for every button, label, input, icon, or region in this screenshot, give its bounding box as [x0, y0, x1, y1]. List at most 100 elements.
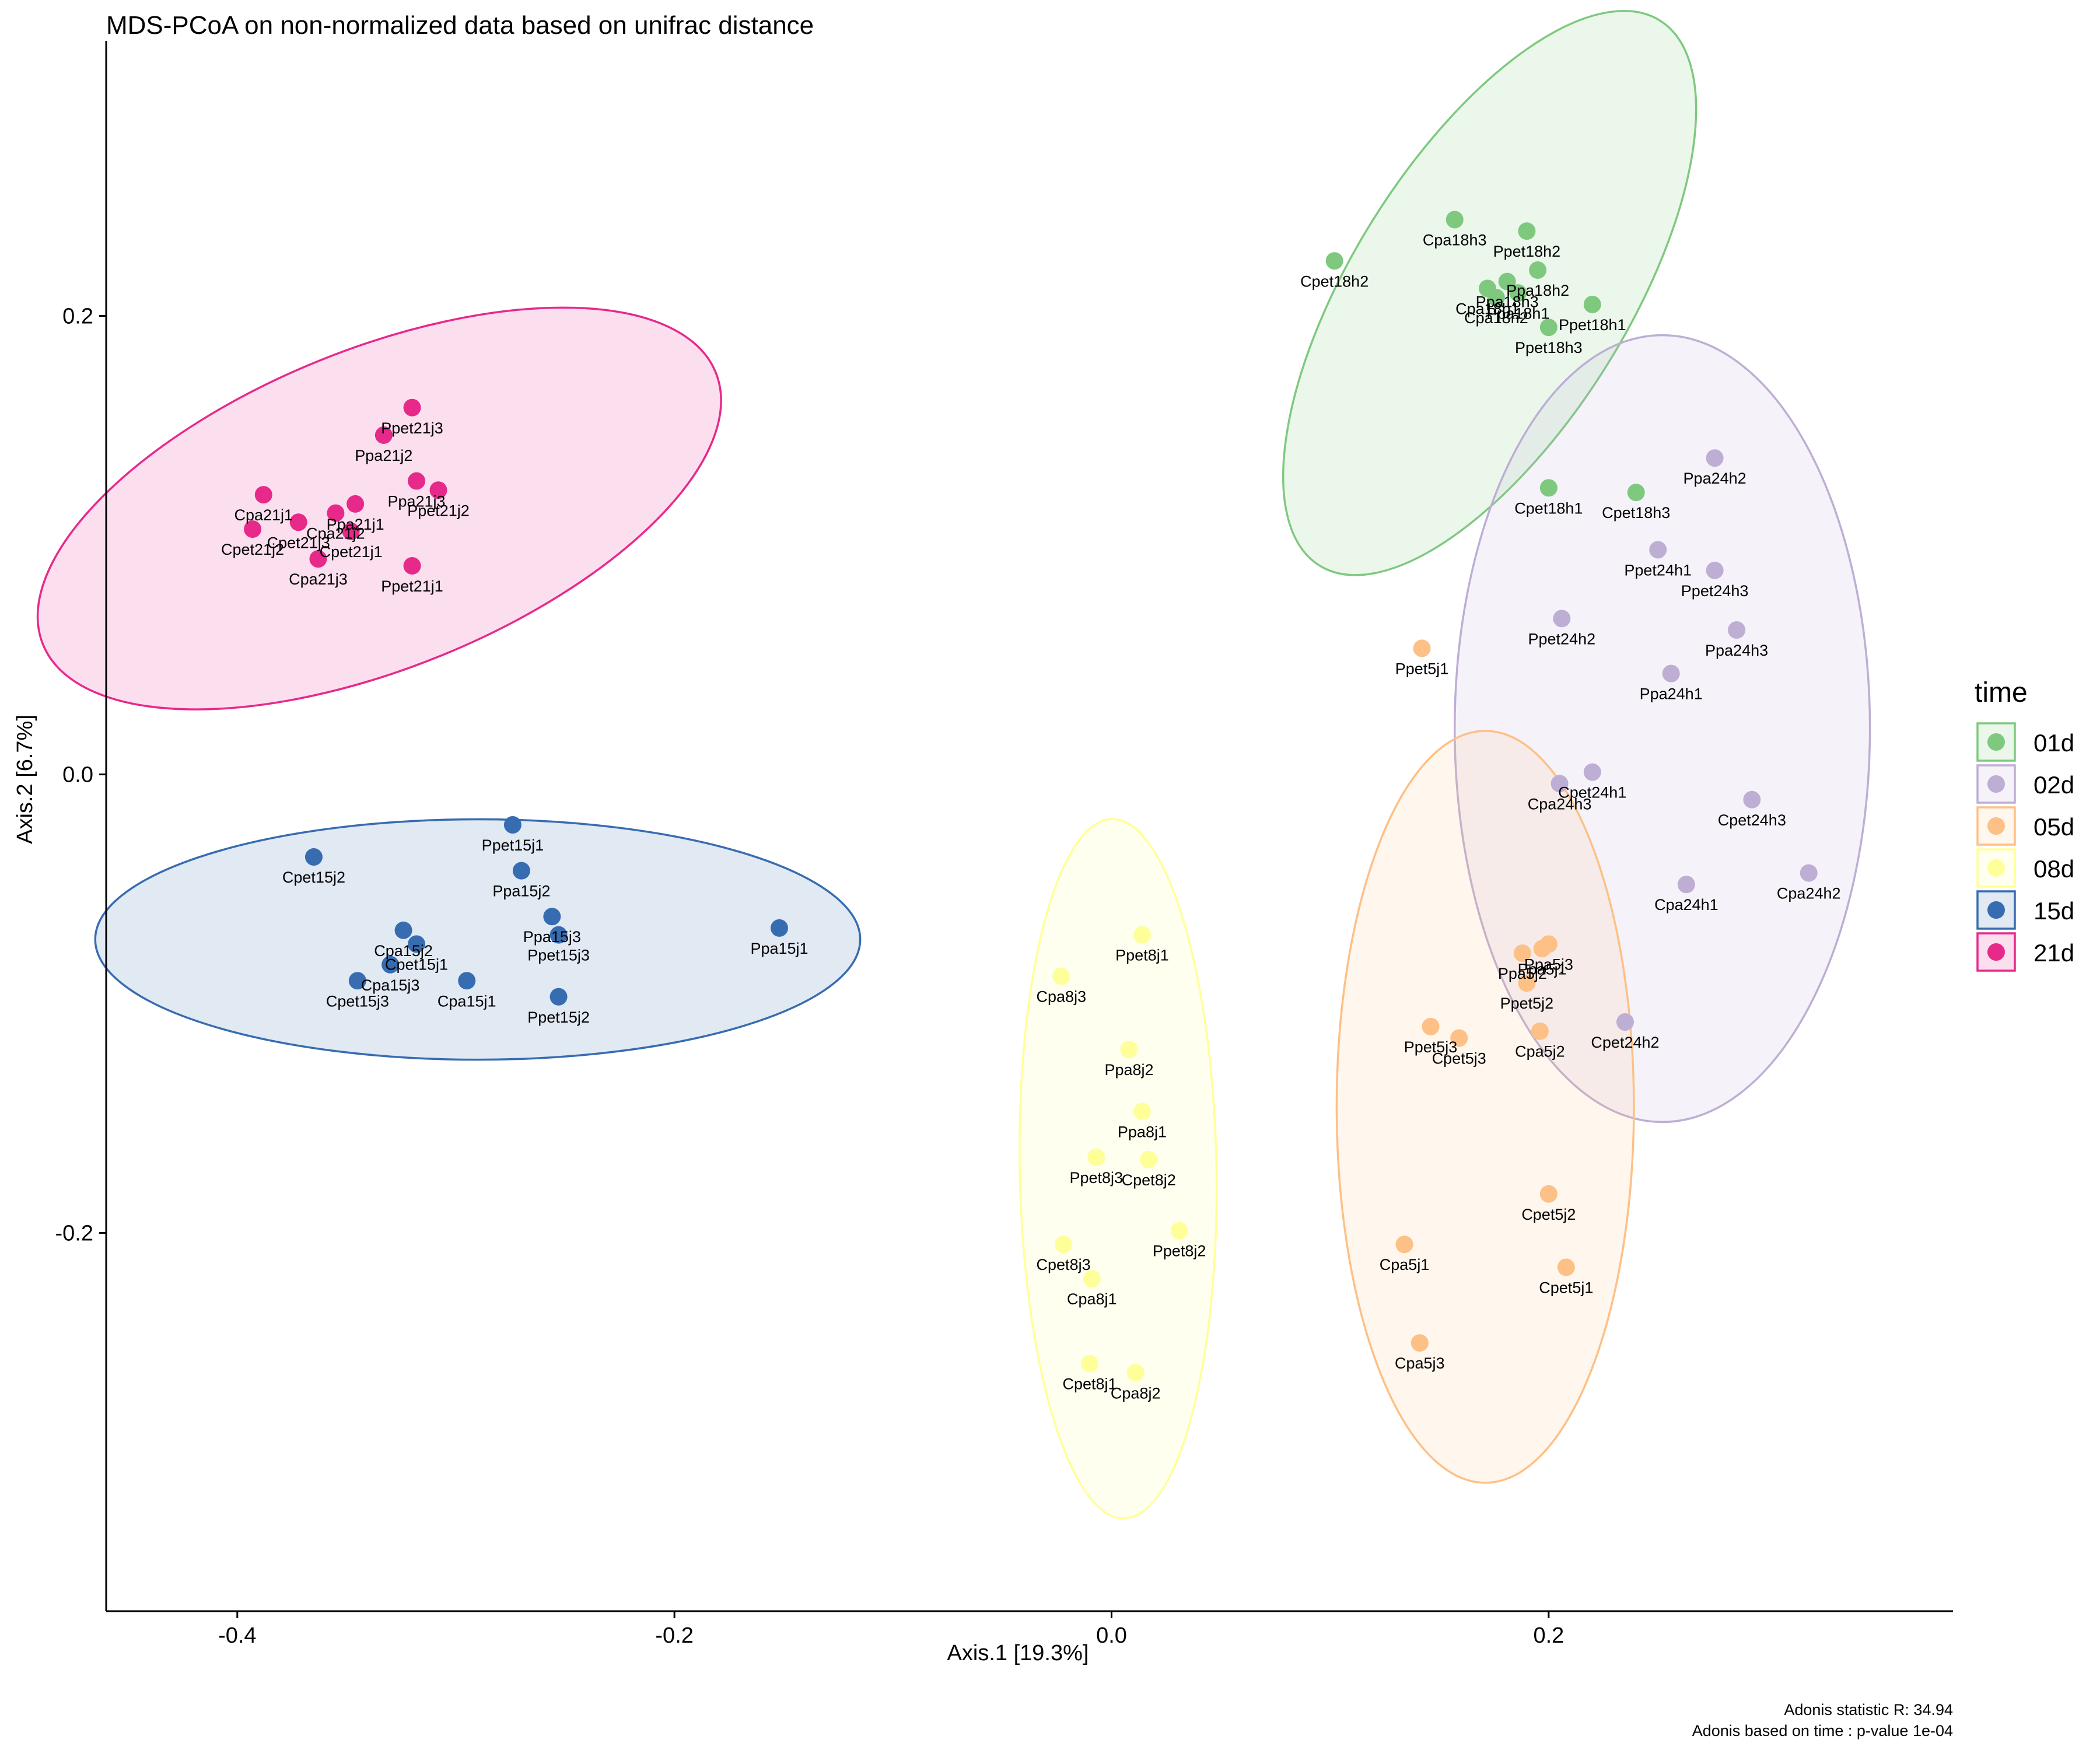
legend-dot-08d [1987, 859, 2005, 877]
point-label-Cpa5j3: Cpa5j3 [1395, 1354, 1445, 1372]
point-label-Cpet5j1: Cpet5j1 [1539, 1279, 1593, 1297]
point-label-Cpa18h1: Cpa18h1 [1455, 300, 1520, 317]
point-Ppet8j1 [1133, 926, 1151, 944]
scatter-points [244, 211, 1818, 1382]
y-tick-label: 0.0 [62, 763, 93, 788]
point-label-Ppa8j2: Ppa8j2 [1104, 1061, 1153, 1079]
point-label-Ppet5j3: Ppet5j3 [1404, 1038, 1458, 1056]
point-Cpa18h1 [1478, 279, 1496, 298]
point-Cpa8j3 [1052, 967, 1070, 985]
point-Cpa18h3 [1446, 211, 1464, 229]
point-Ppa21j1 [346, 495, 365, 513]
y-axis-title: Axis.2 [6.7%] [13, 715, 37, 844]
point-Ppet24h1 [1649, 541, 1667, 559]
legend-label-01d: 01d [2034, 729, 2074, 757]
point-Cpa24h1 [1677, 876, 1695, 894]
point-Ppa15j1 [770, 919, 788, 937]
point-Cpet8j1 [1081, 1354, 1099, 1373]
point-label-Cpet8j3: Cpet8j3 [1037, 1256, 1091, 1273]
x-tick-label: -0.2 [655, 1623, 693, 1648]
x-tick-label: 0.0 [1096, 1623, 1127, 1648]
point-label-Cpet24h1: Cpet24h1 [1558, 784, 1626, 802]
point-label-Ppet8j1: Ppet8j1 [1115, 947, 1169, 964]
point-label-Cpa8j2: Cpa8j2 [1111, 1384, 1161, 1402]
point-label-Cpa15j2: Cpa15j2 [374, 942, 433, 960]
point-label-Cpet18h2: Cpet18h2 [1300, 272, 1368, 290]
point-label-Ppet5j2: Ppet5j2 [1500, 995, 1554, 1012]
point-label-Ppet21j2: Ppet21j2 [407, 502, 470, 519]
legend-dot-15d [1987, 901, 2005, 919]
point-label-Cpa18h2: Cpa18h2 [1464, 309, 1528, 327]
point-Cpa24h2 [1800, 864, 1818, 882]
point-Ppet8j2 [1170, 1222, 1188, 1240]
point-Ppa21j2 [374, 426, 393, 444]
point-Ppa15j3 [543, 908, 561, 926]
y-tick-label: 0.2 [62, 304, 93, 329]
point-Ppet18h2 [1518, 222, 1536, 240]
point-label-Cpet21j1: Cpet21j1 [320, 543, 383, 561]
point-Cpet21j2 [244, 520, 262, 538]
point-label-Ppet24h3: Ppet24h3 [1681, 582, 1749, 600]
point-Ppa18h3 [1498, 272, 1516, 290]
x-tick-label: -0.4 [218, 1623, 256, 1648]
point-label-Ppa5j1: Ppa5j1 [1518, 960, 1567, 978]
legend-dot-01d [1987, 733, 2005, 751]
point-Ppet5j1 [1413, 639, 1431, 657]
point-Ppet21j2 [429, 481, 447, 499]
x-axis-title: Axis.1 [19.3%] [947, 1641, 1089, 1665]
point-Ppet21j3 [403, 398, 421, 416]
chart-title: MDS-PCoA on non-normalized data based on… [106, 11, 814, 40]
point-label-Ppet24h1: Ppet24h1 [1624, 561, 1692, 579]
legend-key-05d [1976, 806, 2016, 846]
point-label-Cpet24h3: Cpet24h3 [1718, 811, 1786, 829]
point-label-Ppa21j1: Ppa21j1 [327, 516, 384, 533]
ellipse-02d [1453, 334, 1871, 1124]
point-label-Ppet18h3: Ppet18h3 [1515, 339, 1583, 356]
legend-dot-21d [1987, 943, 2005, 961]
y-tick-label: -0.2 [55, 1222, 93, 1246]
point-label-Cpet24h2: Cpet24h2 [1591, 1034, 1659, 1051]
point-label-Ppet18h2: Ppet18h2 [1493, 243, 1561, 260]
legend-label-21d: 21d [2034, 939, 2074, 967]
axes: -0.4 -0.2 0.0 0.2 -0.2 0.0 0.2 [55, 41, 1953, 1648]
point-label-Cpa21j3: Cpa21j3 [289, 570, 348, 588]
point-Cpet24h3 [1743, 790, 1761, 808]
point-label-Ppa18h3: Ppa18h3 [1476, 293, 1539, 311]
point-Ppa8j1 [1133, 1102, 1151, 1121]
ellipse-21d [36, 306, 722, 710]
point-Cpa5j3 [1410, 1334, 1429, 1352]
point-Cpet5j1 [1557, 1258, 1575, 1276]
point-Ppet24h3 [1706, 561, 1724, 579]
point-label-Ppa21j3: Ppa21j3 [387, 493, 445, 510]
point-label-Ppa15j3: Ppa15j3 [523, 928, 581, 946]
confidence-ellipses [36, 10, 1871, 1520]
point-label-Cpa5j2: Cpa5j2 [1515, 1043, 1565, 1060]
point-label-Ppet8j2: Ppet8j2 [1153, 1242, 1206, 1260]
point-Ppet21j1 [403, 556, 421, 575]
point-Ppa8j2 [1120, 1041, 1138, 1059]
point-label-Cpet15j3: Cpet15j3 [326, 992, 389, 1010]
point-Ppa5j3 [1539, 935, 1558, 953]
point-label-Cpet18h3: Cpet18h3 [1602, 504, 1670, 522]
point-Cpa15j1 [458, 972, 476, 990]
point-Ppet24h2 [1553, 610, 1571, 628]
legend-dot-02d [1987, 775, 2005, 793]
point-Cpet24h2 [1616, 1013, 1634, 1031]
point-label-Ppa18h1: Ppa18h1 [1486, 304, 1549, 322]
point-Ppa5j2 [1513, 944, 1531, 963]
point-label-Ppet21j3: Ppet21j3 [381, 419, 443, 437]
point-Ppa21j3 [408, 472, 426, 490]
point-label-Ppet21j1: Ppet21j1 [381, 578, 443, 595]
point-label-Cpa8j3: Cpa8j3 [1037, 988, 1087, 1005]
point-label-Cpa21j2: Cpa21j2 [306, 525, 365, 542]
point-Cpa21j3 [309, 550, 327, 568]
legend-title: time [1975, 677, 2028, 708]
point-label-Ppet8j3: Ppet8j3 [1069, 1169, 1123, 1186]
point-Ppa24h2 [1706, 449, 1724, 467]
legend: time 01d 02d 05d 08d 15d 21d [1975, 677, 2074, 972]
point-label-Cpet21j3: Cpet21j3 [267, 534, 330, 551]
point-Ppa24h3 [1728, 621, 1746, 639]
point-label-Cpet15j2: Cpet15j2 [282, 869, 345, 886]
point-Ppet5j3 [1422, 1017, 1440, 1035]
